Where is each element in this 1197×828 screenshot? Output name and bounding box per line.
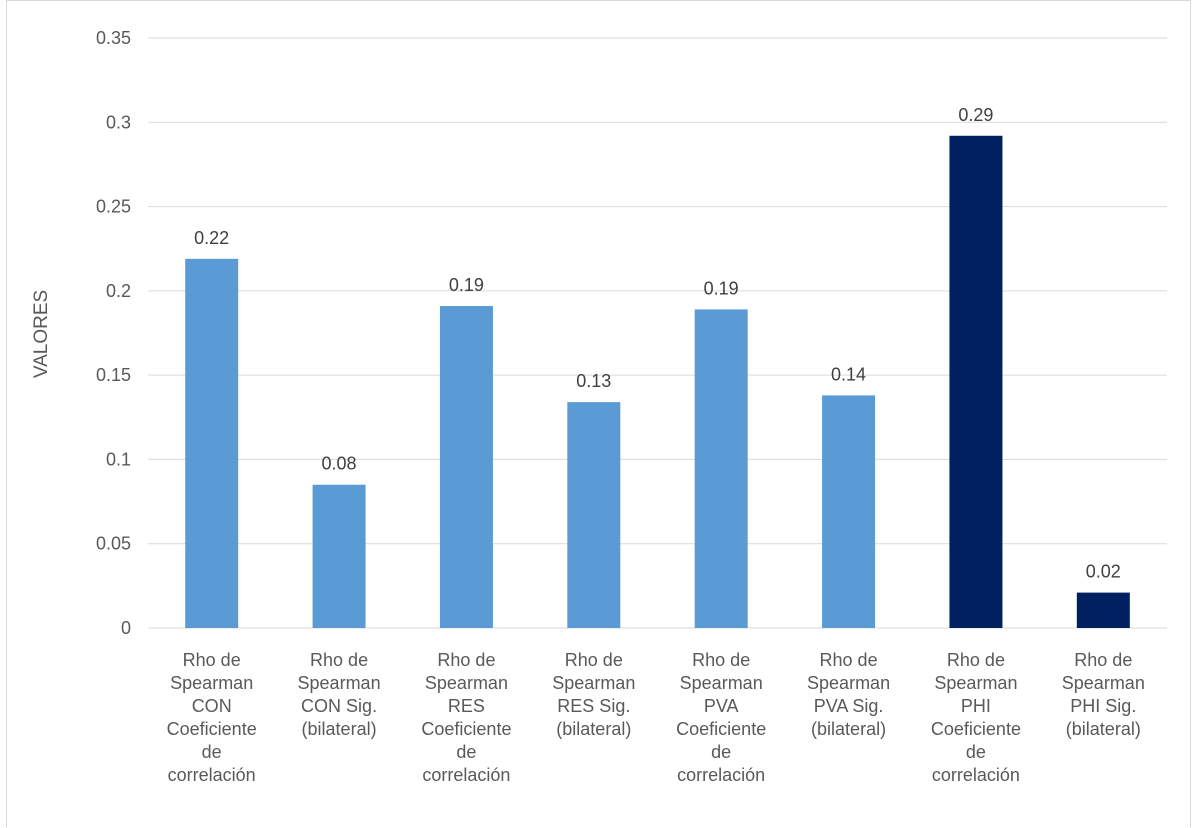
data-label: 0.19	[449, 275, 484, 295]
data-label: 0.13	[576, 371, 611, 391]
category-label: Rho de Spearman PHI Sig. (bilateral)	[1062, 650, 1145, 739]
data-label: 0.22	[194, 228, 229, 248]
chart-frame: VALORES 0 0.05 0.1 0.15 0.2 0.25 0.3 0.35 0.22 0…	[6, 0, 1191, 827]
bar	[312, 484, 366, 628]
y-tick-label: 0.3	[106, 112, 131, 132]
bar	[949, 135, 1003, 628]
data-label: 0.08	[322, 454, 357, 474]
category-label: Rho de Spearman CON Coeficiente de correlació…	[167, 650, 257, 785]
data-label: 0.14	[831, 364, 866, 384]
category-label: Rho de Spearman PHI Coeficiente de correlació…	[931, 650, 1021, 785]
y-axis-ticks: 0 0.05 0.1 0.15 0.2 0.25 0.3 0.35	[96, 28, 131, 638]
category-labels: Rho de Spearman CON Coeficiente de correlació…	[167, 650, 1145, 785]
category-label: Rho de Spearman PVA Coeficiente de correlació…	[676, 650, 766, 785]
y-tick-label: 0.05	[96, 534, 131, 554]
y-tick-label: 0.1	[106, 449, 131, 469]
category-label: Rho de Spearman CON Sig. (bilateral)	[298, 650, 381, 739]
gridlines	[148, 37, 1167, 629]
category-label: Rho de Spearman RES Sig. (bilateral)	[552, 650, 635, 739]
category-label: Rho de Spearman PVA Sig. (bilateral)	[807, 650, 890, 739]
bar	[822, 395, 876, 628]
category-label: Rho de Spearman RES Coeficiente de correlació…	[421, 650, 511, 785]
bar	[694, 309, 748, 628]
data-label: 0.02	[1086, 562, 1121, 582]
bar	[439, 306, 493, 628]
bar	[567, 402, 621, 628]
data-label: 0.29	[958, 105, 993, 125]
bars	[185, 135, 1130, 628]
bar-chart: VALORES 00.050.10.150.20.250.30.35 0.220…	[31, 28, 1167, 785]
y-tick-label: 0.15	[96, 365, 131, 385]
data-labels: 0.22 0.08 0.19 0.13 0.19 0.14 0.29 0.02	[194, 105, 1121, 582]
y-tick-label: 0.2	[106, 281, 131, 301]
data-label: 0.19	[704, 278, 739, 298]
y-tick-label: 0.35	[96, 28, 131, 48]
bar	[185, 258, 239, 628]
y-axis-title: VALORES	[31, 290, 52, 378]
y-tick-label: 0	[121, 618, 131, 638]
y-tick-label: 0.25	[96, 197, 131, 217]
bar	[1076, 592, 1130, 628]
